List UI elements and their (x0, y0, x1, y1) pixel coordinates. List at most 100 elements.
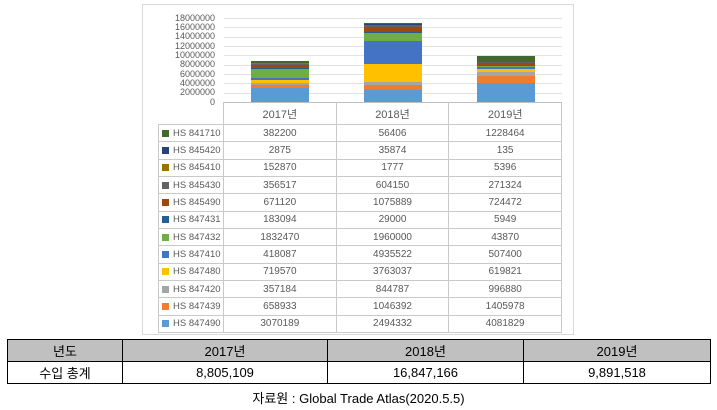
category-header-cell: 2018년 (336, 102, 450, 125)
bar-segment-hs-847480 (251, 79, 310, 83)
value-cell: 5949 (449, 211, 562, 229)
legend-color-swatch-icon (162, 198, 169, 206)
y-axis-tick-label: 6000000 (179, 68, 215, 79)
series-name-label: HS 847480 (173, 266, 221, 278)
bar-segment-hs-847439 (251, 84, 310, 88)
bar-segment-hs-847420 (476, 71, 535, 77)
value-cell: 2494332 (336, 315, 450, 333)
bar-segment-hs-847480 (476, 68, 535, 72)
legend-key-cell: HS 847420 (158, 280, 224, 299)
legend-key-cell: HS 847480 (158, 263, 224, 281)
bar-segment-hs-841710 (476, 55, 535, 62)
summary-table: 년도 2017년 2018년 2019년 수입 총계 8,805,109 16,… (7, 339, 711, 384)
value-cell: 382200 (224, 125, 337, 143)
value-cell: 3763037 (336, 263, 450, 281)
summary-header-year-label: 년도 (7, 339, 123, 362)
y-axis-tick-label: 0 (209, 96, 215, 107)
value-cell: 357184 (224, 280, 337, 299)
bar-segment-hs-847431 (251, 68, 310, 70)
legend-color-swatch-icon (162, 320, 169, 328)
value-cell: 719570 (224, 263, 337, 281)
legend-key-cell: HS 847431 (158, 211, 224, 229)
value-cell: 996880 (449, 280, 562, 299)
value-cell: 658933 (224, 298, 337, 316)
value-cell: 4935522 (336, 246, 450, 264)
value-cell: 1960000 (336, 228, 450, 247)
data-table-corner-cell (158, 102, 224, 125)
bar-segment-hs-847490 (251, 87, 310, 102)
summary-header-row: 년도 2017년 2018년 2019년 (7, 339, 711, 362)
value-cell: 619821 (449, 263, 562, 281)
y-axis-tick-label: 2000000 (179, 87, 215, 98)
legend-color-swatch-icon (162, 268, 169, 276)
series-name-label: HS 847410 (173, 248, 221, 260)
legend-color-swatch-icon (162, 181, 169, 189)
legend-key-cell: HS 845410 (158, 159, 224, 177)
value-cell: 356517 (224, 176, 337, 195)
value-cell: 43870 (449, 228, 562, 247)
value-cell: 671120 (224, 194, 337, 212)
bar-segment-hs-847439 (476, 76, 535, 83)
bar-segment-hs-845430 (364, 23, 422, 27)
bar-segment-hs-847480 (364, 63, 422, 82)
value-cell: 1405978 (449, 298, 562, 316)
y-axis-tick-label: 10000000 (174, 49, 215, 60)
series-name-label: HS 847420 (173, 283, 221, 295)
category-header-cell: 2019년 (449, 102, 562, 125)
legend-color-swatch-icon (162, 302, 169, 310)
value-cell: 5396 (449, 159, 562, 177)
bar-segment-hs-847490 (476, 82, 535, 102)
summary-total-2018: 16,847,166 (327, 361, 524, 384)
value-cell: 29000 (336, 211, 450, 229)
bar-segment-hs-847432 (251, 69, 310, 78)
value-cell: 1046392 (336, 298, 450, 316)
bar-segment-hs-845490 (364, 26, 422, 32)
y-axis-tick-label: 18000000 (174, 12, 215, 23)
value-cell: 1075889 (336, 194, 450, 212)
value-cell: 3070189 (224, 315, 337, 333)
y-axis-tick-label: 14000000 (174, 31, 215, 42)
series-name-label: HS 845430 (173, 179, 221, 191)
value-cell: 152870 (224, 159, 337, 177)
summary-header-2019: 2019년 (523, 339, 711, 362)
value-cell: 724472 (449, 194, 562, 212)
bar-segment-hs-847439 (364, 85, 422, 91)
bar-segment-hs-847410 (476, 66, 535, 69)
series-name-label: HS 847432 (173, 231, 221, 243)
summary-header-2017: 2017년 (122, 339, 328, 362)
legend-key-cell: HS 845430 (158, 176, 224, 195)
value-cell: 271324 (449, 176, 562, 195)
chart-data-table: 2017년 2018년 2019년 HS 841710 382200 56406 12284… (158, 102, 562, 333)
value-cell: 844787 (336, 280, 450, 299)
value-cell: 4081829 (449, 315, 562, 333)
value-cell: 56406 (336, 125, 450, 143)
y-axis-tick-label: 4000000 (179, 77, 215, 88)
legend-key-cell: HS 847439 (158, 298, 224, 316)
value-cell: 135 (449, 142, 562, 160)
legend-color-swatch-icon (162, 233, 169, 241)
y-axis-tick-label: 12000000 (174, 40, 215, 51)
legend-color-swatch-icon (162, 164, 169, 172)
summary-total-2019: 9,891,518 (523, 361, 711, 384)
summary-header-2018: 2018년 (327, 339, 524, 362)
series-name-label: HS 847431 (173, 214, 221, 226)
series-name-label: HS 847490 (173, 318, 221, 330)
legend-key-cell: HS 845490 (158, 194, 224, 212)
bar-segment-hs-847432 (364, 31, 422, 41)
legend-key-cell: HS 847432 (158, 228, 224, 247)
legend-key-cell: HS 847490 (158, 315, 224, 333)
value-cell: 507400 (449, 246, 562, 264)
series-name-label: HS 841710 (173, 127, 221, 139)
excel-chart-panel: 0 2000000 4000000 6000000 8000000 10000000 120… (142, 4, 574, 335)
bar-segment-hs-845490 (476, 62, 535, 67)
series-name-label: HS 845420 (173, 144, 221, 156)
category-header-cell: 2017년 (224, 102, 337, 125)
bar-segment-hs-847410 (251, 77, 310, 80)
bar-segment-hs-847490 (364, 90, 422, 102)
series-name-label: HS 845490 (173, 196, 221, 208)
value-cell: 2875 (224, 142, 337, 160)
legend-key-cell: HS 841710 (158, 125, 224, 143)
summary-data-row: 수입 총계 8,805,109 16,847,166 9,891,518 (7, 361, 711, 384)
y-axis-tick-label: 16000000 (174, 21, 215, 32)
value-cell: 418087 (224, 246, 337, 264)
